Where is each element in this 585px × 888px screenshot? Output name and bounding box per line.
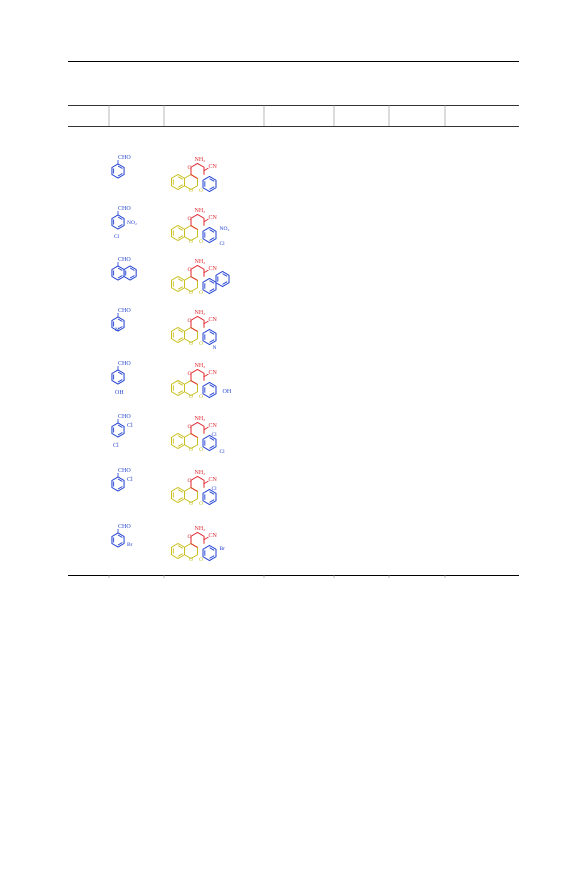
pyran-oxygen-label: O (188, 534, 192, 540)
nitrile-label: CN (209, 370, 218, 376)
carbonyl-oxygen-label: O (199, 239, 203, 245)
carbonyl-oxygen-label: O (199, 188, 203, 194)
aldehyde-structure: CHO NO₂ Cl (111, 206, 137, 240)
nitrile-label: CN (209, 266, 218, 272)
carbonyl-oxygen-label: O (199, 501, 203, 507)
pyran-oxygen-label: O (188, 371, 192, 377)
substituent-label: OH (223, 389, 232, 395)
substituent-label: Cl (114, 234, 120, 240)
pyran-oxygen-label: O (188, 318, 192, 324)
substituent-label: NO₂ (127, 220, 137, 226)
amine-label: NH₂ (195, 416, 206, 422)
aldehyde-structure: CHO Cl (111, 468, 133, 492)
ring-oxygen-label: O (189, 341, 193, 347)
pyran-oxygen-label: O (188, 165, 192, 171)
amine-label: NH₂ (195, 470, 206, 476)
aldehyde-group-label: CHO (118, 155, 131, 161)
ring-oxygen-label: O (189, 557, 193, 563)
substituent-label: Br (127, 542, 133, 548)
carbonyl-oxygen-label: O (199, 394, 203, 400)
aldehyde-structure: CHO (111, 155, 131, 179)
nitrile-label: CN (209, 164, 218, 170)
aldehyde-structure: CHO Cl Cl (111, 414, 133, 449)
ring-oxygen-label: O (189, 501, 193, 507)
pyran-oxygen-label: O (188, 216, 192, 222)
substituent-label: Cl (113, 443, 119, 449)
substituent-label: Cl (127, 423, 133, 429)
substituent-label: Cl (212, 486, 218, 492)
ring-oxygen-label: O (189, 188, 193, 194)
pyran-oxygen-label: O (188, 424, 192, 430)
aldehyde-group-label: CHO (118, 206, 131, 212)
table-top-rule (68, 61, 519, 62)
table-bottom-rule (68, 575, 519, 576)
ring-oxygen-label: O (189, 447, 193, 453)
nitrile-label: CN (209, 533, 218, 539)
carbonyl-oxygen-label: O (199, 557, 203, 563)
ring-n-label: N (213, 345, 217, 351)
aldehyde-group-label: CHO (118, 468, 131, 474)
substituent-label: OH (115, 390, 124, 396)
aldehyde-structure: CHO Br (111, 524, 133, 548)
aldehyde-group-label: CHO (118, 361, 131, 367)
nitrile-label: CN (209, 317, 218, 323)
carbonyl-oxygen-label: O (199, 341, 203, 347)
carbonyl-oxygen-label: O (199, 290, 203, 296)
substituent-label: Br (220, 546, 226, 552)
carbonyl-oxygen-label: O (199, 447, 203, 453)
aldehyde-structure: CHO OH (111, 361, 131, 396)
table-header-rule-1 (68, 105, 519, 106)
amine-label: NH₂ (195, 208, 206, 214)
amine-label: NH₂ (195, 526, 206, 532)
amine-label: NH₂ (195, 157, 206, 163)
nitrile-label: CN (209, 477, 218, 483)
aldehyde-group-label: CHO (118, 414, 131, 420)
aldehyde-group-label: CHO (118, 257, 131, 263)
ring-n-label: N (115, 327, 119, 333)
nitrile-label: CN (209, 215, 218, 221)
pyran-oxygen-label: O (188, 267, 192, 273)
ring-oxygen-label: O (189, 290, 193, 296)
nitrile-label: CN (209, 423, 218, 429)
amine-label: NH₂ (195, 259, 206, 265)
amine-label: NH₂ (195, 310, 206, 316)
aldehyde-group-label: CHO (118, 308, 131, 314)
pyran-oxygen-label: O (188, 478, 192, 484)
ring-oxygen-label: O (189, 394, 193, 400)
table-header-rule-2 (68, 126, 519, 127)
substituent-label: Cl (127, 477, 133, 483)
substituent-label: Cl (220, 449, 226, 455)
ring-oxygen-label: O (189, 239, 193, 245)
substituent-label: Cl (220, 241, 226, 247)
aldehyde-structure: CHO N (111, 308, 131, 333)
aldehyde-group-label: CHO (118, 524, 131, 530)
substituent-label: NO₂ (220, 226, 230, 232)
aldehyde-structure: CHO (111, 257, 137, 281)
substituent-label: Cl (212, 432, 218, 438)
amine-label: NH₂ (195, 363, 206, 369)
